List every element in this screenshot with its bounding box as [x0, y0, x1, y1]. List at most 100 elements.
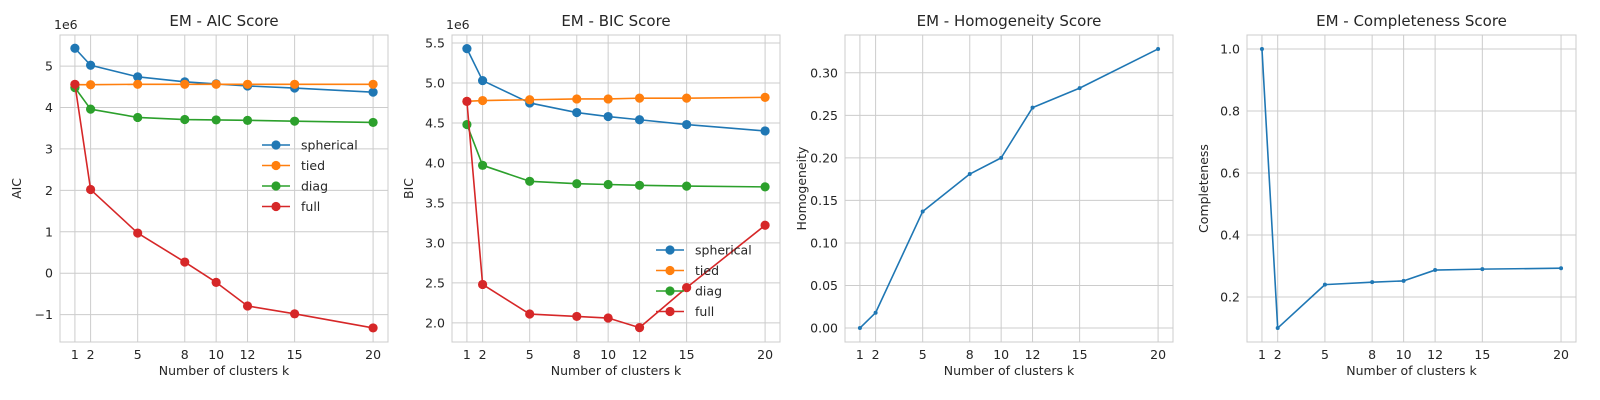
y-tick-label: 2: [45, 183, 53, 198]
series-line-1: [857, 46, 1161, 331]
legend-item: tied: [262, 158, 325, 173]
data-point: [999, 155, 1004, 160]
data-point: [760, 92, 770, 102]
data-point: [634, 180, 645, 190]
grid: [1247, 35, 1576, 342]
series-spherical: [70, 43, 378, 97]
x-tick-label: 2: [1274, 347, 1282, 362]
series-diag: [462, 119, 770, 192]
y-offset-label: 1e6: [446, 17, 470, 32]
y-tick-label: 5.5: [425, 35, 445, 50]
legend-swatch-marker: [271, 160, 281, 171]
x-tick-label: 15: [679, 347, 695, 362]
y-tick-label: 0.8: [1220, 103, 1240, 118]
y-offset-label: 1e6: [54, 17, 78, 32]
y-axis-label: Completeness: [1196, 144, 1211, 233]
x-tick-label: 2: [872, 347, 880, 362]
x-tick-label: 20: [1150, 347, 1166, 362]
legend-swatch-marker: [271, 201, 281, 212]
grid: [845, 35, 1173, 342]
data-point: [920, 209, 925, 214]
data-point: [368, 79, 378, 89]
data-point: [760, 126, 770, 136]
legend: spherical tied diag full: [656, 243, 752, 319]
data-point: [572, 107, 582, 118]
series-line: [74, 87, 374, 124]
x-tick-label: 8: [1368, 347, 1376, 362]
y-tick-label: 1: [45, 224, 53, 239]
x-tick-label: 10: [1396, 347, 1412, 362]
series-full: [70, 79, 378, 333]
legend-item: diag: [262, 179, 328, 194]
y-tick-label: 4.5: [425, 115, 445, 130]
legend-item: full: [656, 304, 714, 319]
x-tick-label: 5: [526, 347, 534, 362]
x-tick-label: 20: [757, 347, 773, 362]
x-tick-label: 1: [463, 347, 471, 362]
chart-title: EM - Homogeneity Score: [917, 12, 1102, 30]
series-spherical: [462, 43, 770, 136]
data-point: [368, 323, 378, 333]
x-tick-label: 1: [856, 347, 864, 362]
legend-label: diag: [301, 179, 328, 194]
chart-panel-3: 1 2 5 8 10 12 15 20 0.00 0.05 0.10 0.15 0.20 0.25 0.30…: [794, 12, 1174, 378]
data-point: [242, 301, 253, 311]
legend-label: diag: [695, 284, 722, 299]
x-tick-label: 2: [479, 347, 487, 362]
x-tick-label: 12: [1427, 347, 1443, 362]
x-tick-label: 10: [600, 347, 616, 362]
legend-swatch-marker: [271, 140, 281, 150]
legend-label: tied: [301, 158, 325, 173]
data-point: [368, 117, 378, 128]
legend-swatch-marker: [271, 181, 281, 191]
data-point: [603, 313, 613, 323]
data-point: [572, 94, 582, 104]
data-point: [70, 43, 80, 53]
chart-title: EM - BIC Score: [561, 12, 670, 30]
y-axis-label: Homogeneity: [794, 146, 809, 230]
y-tick-label: 0.6: [1220, 165, 1240, 180]
x-tick-label: 5: [134, 347, 142, 362]
x-tick-label: 5: [919, 347, 927, 362]
grid: [452, 35, 780, 342]
y-tick-label: 0.05: [810, 278, 838, 293]
data-point: [478, 75, 488, 86]
y-tick-label: 4.0: [425, 155, 445, 170]
data-point: [1156, 46, 1161, 51]
data-point: [525, 95, 535, 105]
legend-swatch-marker: [665, 245, 675, 255]
legend-swatch-marker: [665, 286, 675, 296]
y-tick-label: 3.5: [425, 195, 445, 210]
y-tick-label: 4: [45, 100, 53, 115]
y-tick-label: 1.0: [1220, 41, 1240, 56]
x-tick-label: 2: [87, 347, 95, 362]
data-point: [180, 114, 190, 125]
data-point: [180, 79, 190, 89]
series-line: [74, 47, 374, 93]
plot-frame: [844, 34, 1174, 343]
grid: [60, 35, 388, 342]
x-axis-label: Number of clusters k: [159, 363, 290, 378]
data-point: [760, 220, 770, 230]
y-tick-label: 3: [45, 141, 53, 156]
data-point: [242, 115, 253, 125]
x-tick-label: 12: [632, 347, 648, 362]
data-point: [462, 119, 472, 130]
series-line-1: [1259, 46, 1564, 331]
y-tick-label: 0.20: [810, 150, 838, 165]
chart-title: EM - AIC Score: [169, 12, 278, 30]
data-point: [86, 80, 96, 90]
legend-label: spherical: [695, 243, 752, 258]
legend-label: spherical: [301, 138, 358, 153]
series-line: [466, 48, 766, 132]
y-tick-label: 2.0: [425, 315, 445, 330]
y-tick-label: 0.00: [810, 321, 838, 336]
y-tick-label: 0.25: [810, 108, 838, 123]
legend-label: full: [695, 304, 714, 319]
x-tick-label: 20: [365, 347, 381, 362]
data-point: [1259, 46, 1264, 51]
data-point: [133, 228, 143, 238]
data-point: [1030, 105, 1035, 110]
